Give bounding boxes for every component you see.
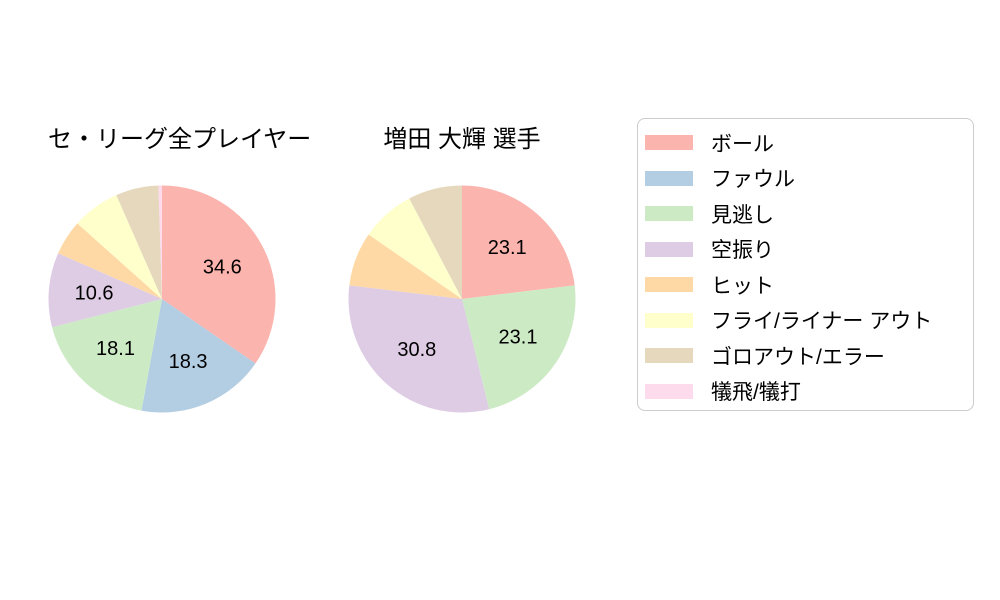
pie-value-label: 10.6 — [75, 282, 114, 304]
pie-figure-player: 増田 大輝 選手 23.1 23.1 30.8 — [348, 127, 576, 413]
legend-item: ボール — [645, 125, 973, 161]
legend-swatch-icon — [645, 277, 693, 293]
pie-slice — [158, 185, 162, 299]
legend-item: ゴロアウト/エラー — [645, 338, 973, 374]
legend-item: ヒット — [645, 267, 973, 303]
legend-label: フライ/ライナー アウト — [711, 310, 933, 334]
pie-slice — [162, 185, 276, 364]
legend-label: 犠飛/犠打 — [711, 381, 801, 405]
legend-swatch-icon — [645, 241, 693, 257]
legend-swatch-icon — [645, 348, 693, 364]
pie-slice — [52, 299, 162, 411]
pie-slice — [77, 195, 162, 299]
pie-value-label: 23.1 — [488, 237, 527, 259]
pie-slice — [141, 299, 256, 413]
legend-item: 見逃し — [645, 196, 973, 232]
legend-swatch-icon — [645, 135, 693, 151]
pie-value-label: 18.1 — [96, 338, 135, 360]
legend-item: 空振り — [645, 232, 973, 268]
pie-slice — [348, 285, 490, 413]
pie-chart-player: 23.1 23.1 30.8 — [348, 185, 576, 413]
legend-swatch-icon — [645, 383, 693, 399]
pie-slice — [58, 223, 163, 299]
pie-slice — [462, 285, 576, 410]
pie-slice — [48, 253, 162, 328]
legend-label: 見逃し — [711, 203, 774, 227]
pie-slice — [349, 234, 462, 299]
pie-value-label: 30.8 — [397, 339, 436, 361]
legend-label: ボール — [711, 132, 774, 156]
legend: ボールファウル見逃し空振りヒットフライ/ライナー アウト ゴロアウト/エラー 犠飛/… — [637, 118, 974, 411]
pie-figure-league: セ・リーグ全プレイヤー 34.6 18.3 18.1 10.6 — [48, 126, 312, 413]
legend-label: 空振り — [711, 239, 774, 263]
legend-item: 犠飛/犠打 — [645, 374, 973, 410]
legend-item: フライ/ライナー アウト — [645, 303, 973, 339]
pie-value-label: 18.3 — [169, 351, 208, 373]
pie-slice — [409, 185, 462, 299]
pie-slice — [462, 185, 575, 299]
pie-chart-league: 34.6 18.3 18.1 10.6 — [48, 185, 276, 413]
pie-slice — [368, 198, 462, 299]
legend-label: ファウル — [711, 168, 795, 192]
legend-label: ヒット — [711, 274, 774, 298]
legend-swatch-icon — [645, 206, 693, 222]
legend-item: ファウル — [645, 161, 973, 197]
legend-swatch-icon — [645, 312, 693, 328]
pie-value-label: 23.1 — [499, 327, 538, 349]
chart-title-player: 増田 大輝 選手 — [383, 126, 541, 153]
legend-swatch-icon — [645, 170, 693, 186]
pie-value-label: 34.6 — [203, 256, 242, 278]
legend-label: ゴロアウト/エラー — [711, 345, 885, 369]
pie-slice — [116, 185, 162, 299]
chart-title-league: セ・リーグ全プレイヤー — [48, 126, 312, 153]
